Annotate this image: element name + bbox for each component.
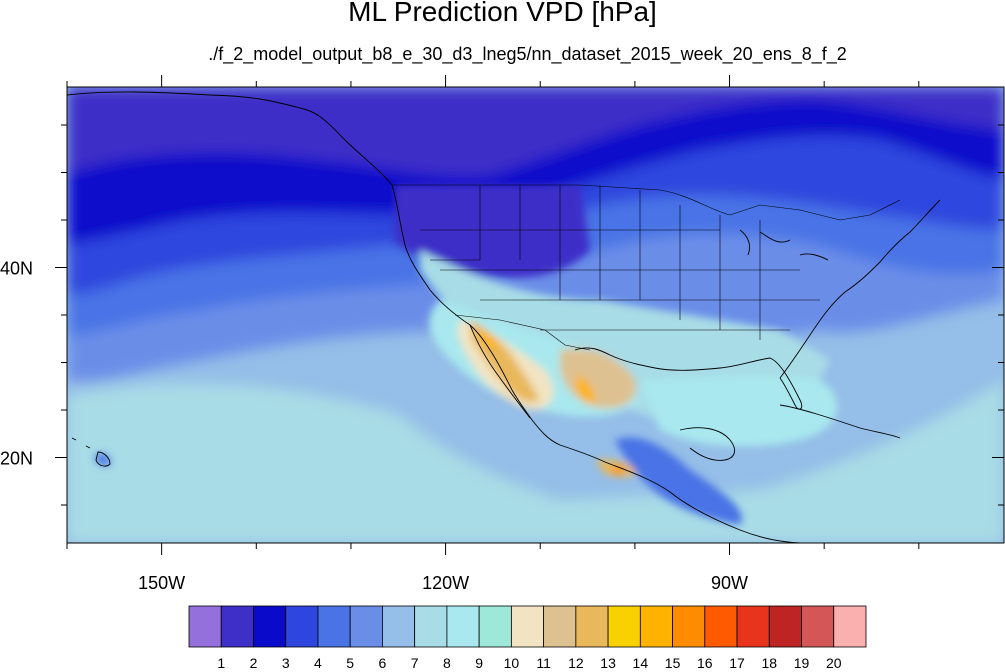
colorbar-swatch bbox=[414, 605, 448, 648]
vpd-mexico-core bbox=[576, 375, 595, 403]
vpd-band-level-7 bbox=[67, 380, 1004, 543]
colorbar-label: 17 bbox=[729, 655, 745, 671]
colorbar-label: 5 bbox=[346, 655, 354, 671]
coastlines bbox=[67, 91, 941, 543]
colorbar-swatch bbox=[801, 605, 835, 648]
colorbar-swatch bbox=[220, 605, 254, 648]
colorbar-label: 16 bbox=[697, 655, 713, 671]
colorbar-swatch bbox=[349, 605, 383, 648]
colorbar-label: 13 bbox=[600, 655, 616, 671]
vpd-pacific-nw-low bbox=[395, 185, 590, 278]
colorbar-label: 6 bbox=[379, 655, 387, 671]
axis-tick-labels: 150W 120W 90W 40N 20N bbox=[0, 259, 748, 594]
colorbar-swatch bbox=[833, 605, 867, 648]
colorbar-swatch bbox=[188, 605, 222, 648]
lon-tick-label: 150W bbox=[138, 573, 185, 593]
us-canada-border bbox=[392, 184, 901, 221]
east-coastline bbox=[779, 199, 941, 379]
colorbar-label: 11 bbox=[536, 655, 551, 671]
colorbar-label: 9 bbox=[475, 655, 483, 671]
vpd-mexico-south-hotspot bbox=[613, 465, 623, 475]
lon-tick-label: 120W bbox=[422, 573, 469, 593]
colorbar-swatch bbox=[317, 605, 351, 648]
colorbar-swatch bbox=[704, 605, 738, 648]
vpd-mexico-coastal-low bbox=[615, 437, 742, 525]
colorbar-label: 20 bbox=[826, 655, 842, 671]
lat-tick-label: 40N bbox=[0, 259, 33, 279]
colorbar-label: 8 bbox=[443, 655, 451, 671]
colorbar-label: 3 bbox=[282, 655, 290, 671]
colorbar-label: 12 bbox=[568, 655, 584, 671]
colorbar-swatch bbox=[253, 605, 287, 648]
colorbar-label: 14 bbox=[633, 655, 649, 671]
lon-tick-label: 90W bbox=[711, 573, 748, 593]
colorbar-label: 7 bbox=[411, 655, 419, 671]
colorbar-swatch bbox=[672, 605, 706, 648]
colorbar-swatch bbox=[285, 605, 319, 648]
us-state-lines bbox=[420, 185, 820, 340]
vpd-gulf-coast-moist bbox=[640, 375, 838, 447]
colorbar-label: 10 bbox=[504, 655, 520, 671]
colorbar-label: 15 bbox=[665, 655, 681, 671]
colorbar-swatch bbox=[639, 605, 673, 648]
vpd-band-level-1 bbox=[67, 87, 1004, 177]
map-subtitle: ./f_2_model_output_b8_e_30_d3_lneg5/nn_d… bbox=[208, 44, 847, 64]
colorbar-swatch bbox=[510, 605, 545, 648]
vpd-field bbox=[67, 87, 1004, 543]
hawaii-islands bbox=[71, 437, 111, 467]
colorbar-label: 19 bbox=[794, 655, 810, 671]
political-boundaries bbox=[392, 184, 901, 351]
colorbar-swatch bbox=[575, 605, 609, 648]
map-title: ML Prediction VPD [hPa] bbox=[348, 0, 657, 27]
cuba-coastline bbox=[779, 404, 901, 439]
colorbar-swatch bbox=[543, 605, 577, 648]
lat-tick-label: 20N bbox=[0, 449, 33, 469]
baja-california bbox=[469, 324, 531, 419]
axis-ticks bbox=[55, 75, 1004, 555]
colorbar-label: 1 bbox=[217, 655, 225, 671]
colorbar-swatch bbox=[446, 605, 480, 648]
colorbar-swatch bbox=[478, 605, 512, 648]
yucatan-coastline bbox=[679, 427, 736, 461]
colorbar: 1 2 3 4 5 6 7 8 9 10 11 12 13 14 15 16 17 18 19 20 bbox=[188, 605, 867, 671]
colorbar-swatch bbox=[382, 605, 416, 648]
great-lakes bbox=[739, 229, 829, 261]
colorbar-swatch bbox=[768, 605, 802, 648]
colorbar-label: 4 bbox=[314, 655, 322, 671]
gulf-coastline bbox=[574, 347, 803, 410]
vpd-core-max bbox=[478, 325, 502, 348]
north-america-coastline bbox=[67, 91, 801, 543]
colorbar-swatch bbox=[736, 605, 770, 648]
colorbar-label: 2 bbox=[250, 655, 258, 671]
colorbar-label: 18 bbox=[761, 655, 777, 671]
colorbar-swatch bbox=[607, 605, 641, 648]
